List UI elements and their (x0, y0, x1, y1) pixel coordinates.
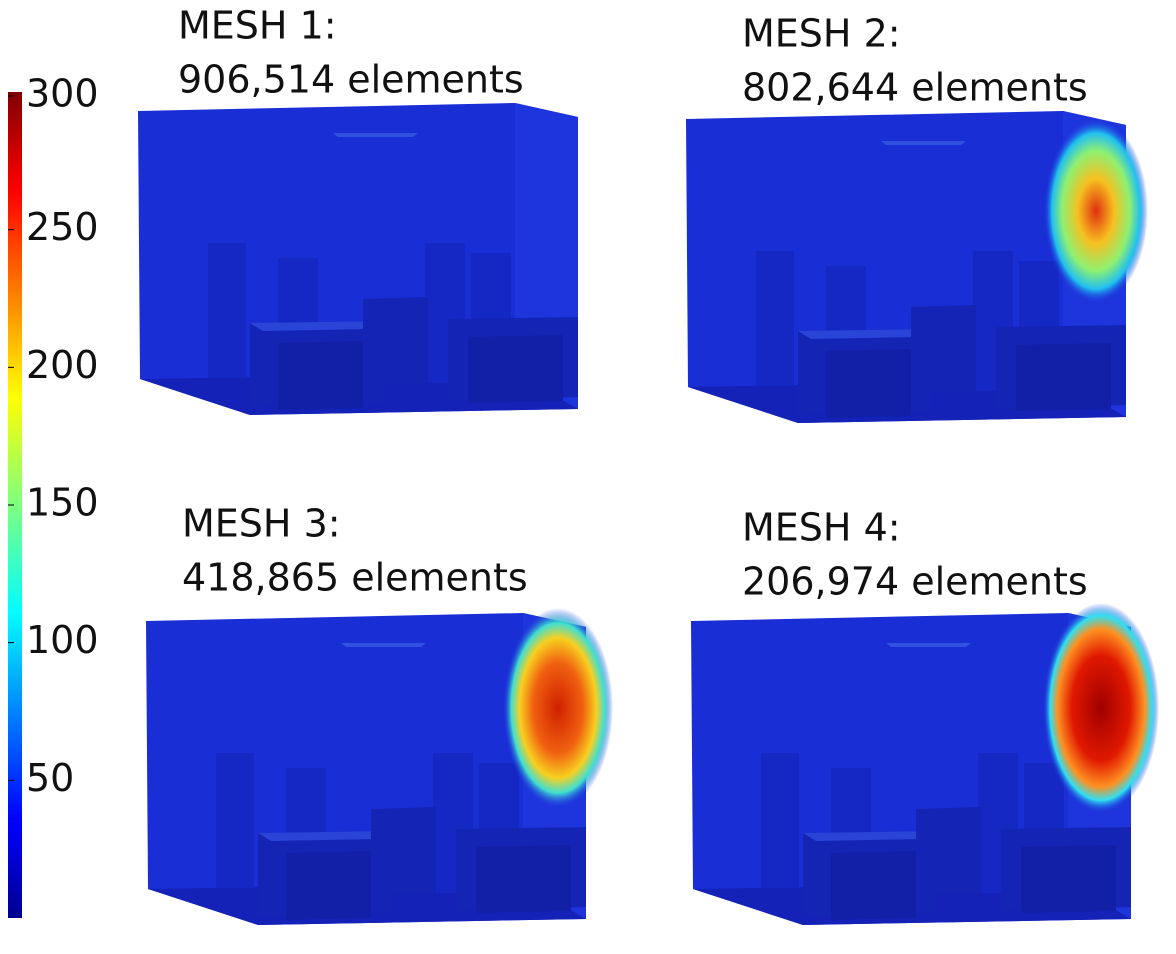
panel-subtitle: 906,514 elements (178, 58, 524, 102)
colorbar-tick-label: 150 (26, 481, 99, 525)
panel-title: MESH 1: (178, 4, 337, 48)
panel-title: MESH 2: (742, 12, 901, 56)
room-render (138, 103, 578, 415)
colorbar-tick-label: 100 (26, 618, 99, 662)
colorbar-tick-label: 250 (26, 205, 99, 249)
panel-title: MESH 3: (182, 502, 341, 546)
room-render (686, 111, 1148, 423)
colorbar (8, 92, 22, 918)
colorbar-tick-label: 50 (26, 756, 74, 800)
panel-subtitle: 802,644 elements (742, 66, 1088, 110)
panel-subtitle: 206,974 elements (742, 560, 1088, 604)
room-render (691, 603, 1159, 925)
colorbar-tick-label: 300 (26, 72, 99, 116)
colorbar-tick-label: 200 (26, 343, 99, 387)
panel-subtitle: 418,865 elements (182, 556, 528, 600)
room-render (146, 608, 613, 925)
panel-title: MESH 4: (742, 506, 901, 550)
